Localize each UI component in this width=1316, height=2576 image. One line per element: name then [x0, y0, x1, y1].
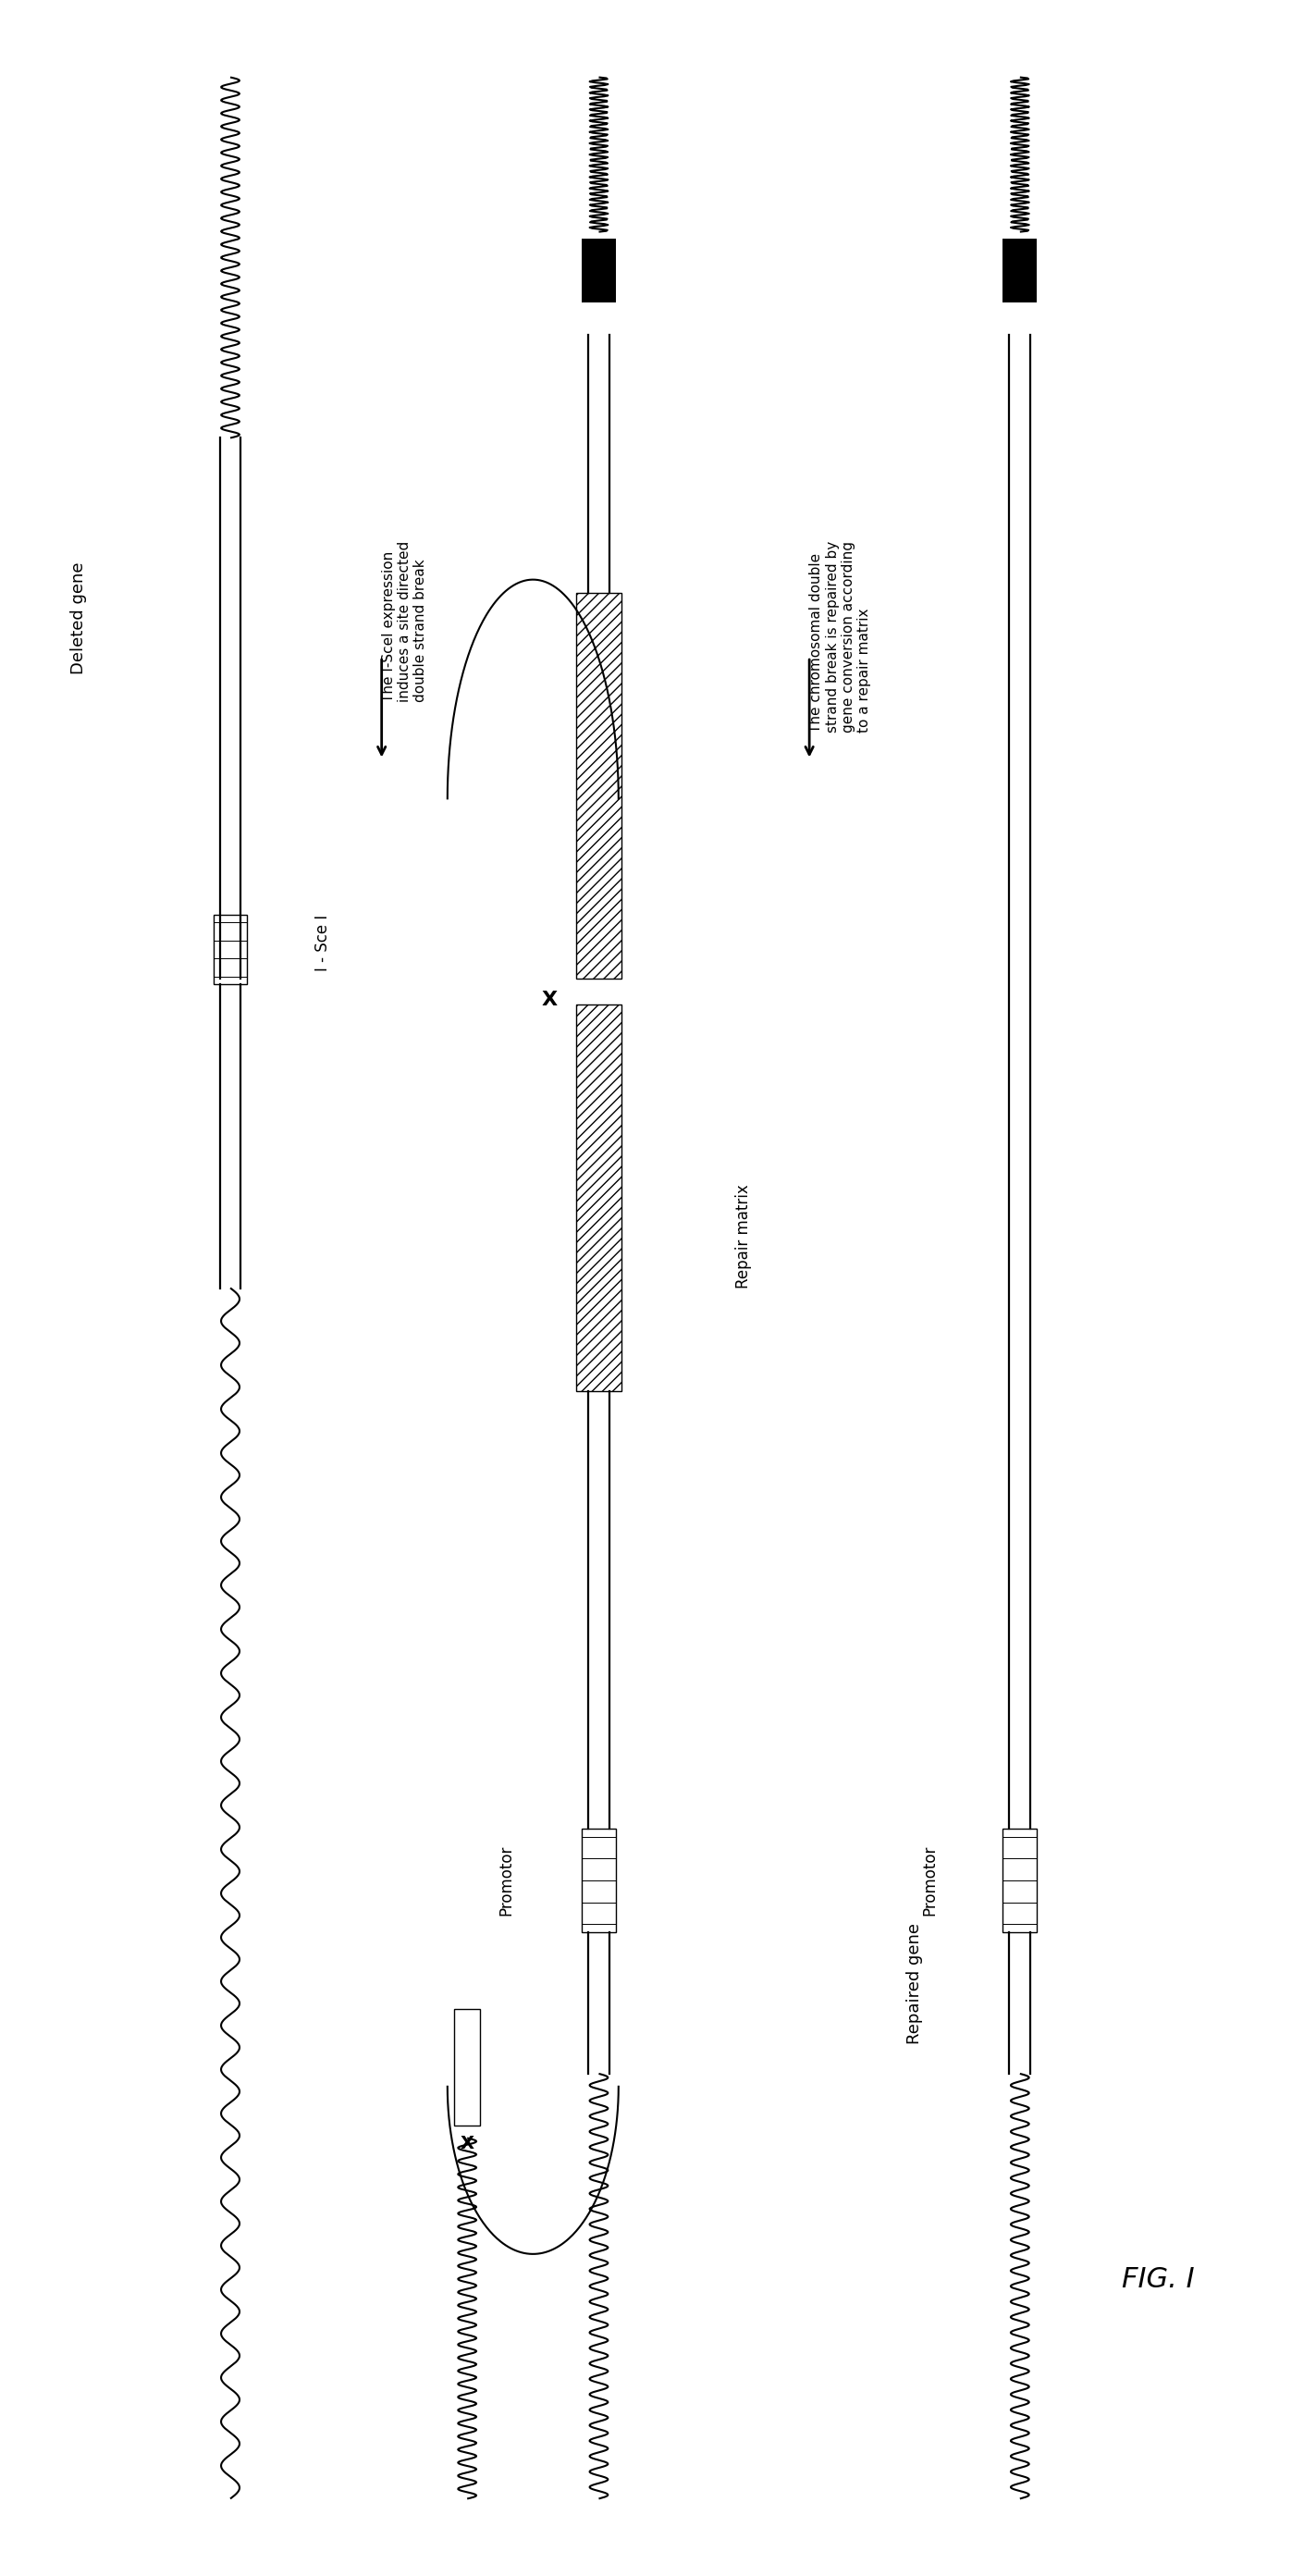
Text: X: X [461, 2136, 474, 2151]
Text: Deleted gene: Deleted gene [71, 562, 87, 675]
Bar [1003, 237, 1037, 301]
Text: Promotor: Promotor [499, 1844, 515, 1917]
Text: Promotor: Promotor [921, 1844, 938, 1917]
Bar [576, 592, 622, 979]
Text: FIG. I: FIG. I [1121, 2267, 1195, 2293]
Bar [454, 2009, 480, 2125]
Bar [582, 237, 616, 301]
Bar [213, 914, 247, 984]
Text: The chromosomal double
strand break is repaired by
gene conversion according
to : The chromosomal double strand break is r… [809, 541, 871, 732]
Text: Repair matrix: Repair matrix [736, 1185, 751, 1288]
Text: X: X [541, 989, 558, 1010]
Text: I - Sce I: I - Sce I [315, 914, 330, 971]
Text: The I-SceI expression
induces a site directed
double strand break: The I-SceI expression induces a site dir… [382, 541, 428, 703]
Bar [576, 1005, 622, 1391]
Text: Repaired gene: Repaired gene [907, 1922, 923, 2045]
Bar [1003, 1829, 1037, 1932]
Bar [582, 1829, 616, 1932]
